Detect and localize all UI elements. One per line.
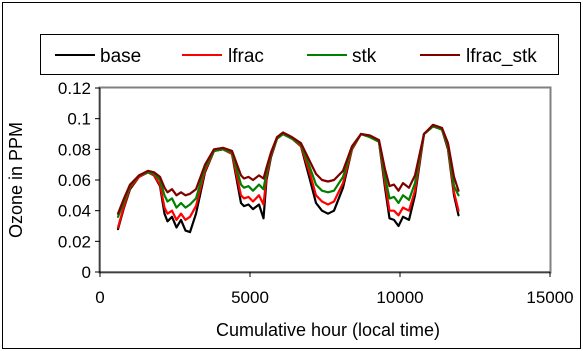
y-tick-label-5: 0.1 — [67, 110, 91, 129]
y-tick-label-4: 0.08 — [58, 140, 91, 159]
legend-label-1: lfrac — [228, 46, 264, 67]
axes: 0 0.02 0.04 0.06 0.08 0.1 0.12 0 5000 10000 15000 — [58, 79, 574, 307]
legend-label-3: lfrac_stk — [466, 46, 537, 67]
x-tick-label-3: 15000 — [526, 288, 573, 307]
legend-item-1: lfrac — [182, 46, 264, 67]
legend-item-2: stk — [307, 46, 377, 67]
x-tick-label-1: 5000 — [231, 288, 269, 307]
y-tick-label-6: 0.12 — [58, 79, 91, 98]
x-tick-label-0: 0 — [95, 288, 104, 307]
y-axis-title: Ozone in PPM — [6, 122, 26, 238]
x-tick-label-2: 10000 — [376, 288, 423, 307]
series-line-lfrac-stk — [116, 123, 460, 215]
y-tick-label-2: 0.04 — [58, 202, 91, 221]
y-tick-label-1: 0.02 — [58, 232, 91, 251]
y-tick-label-3: 0.06 — [58, 171, 91, 190]
x-axis-title: Cumulative hour (local time) — [216, 320, 440, 340]
y-tick-label-0: 0 — [82, 263, 91, 282]
legend-item-0: base — [55, 46, 141, 67]
series-group — [116, 123, 460, 234]
legend-label-2: stk — [352, 46, 377, 67]
legend-box — [40, 34, 559, 75]
legend-label-0: base — [100, 46, 141, 67]
legend: base lfrac stk lfrac_stk — [40, 34, 559, 75]
legend-item-3: lfrac_stk — [420, 46, 537, 67]
